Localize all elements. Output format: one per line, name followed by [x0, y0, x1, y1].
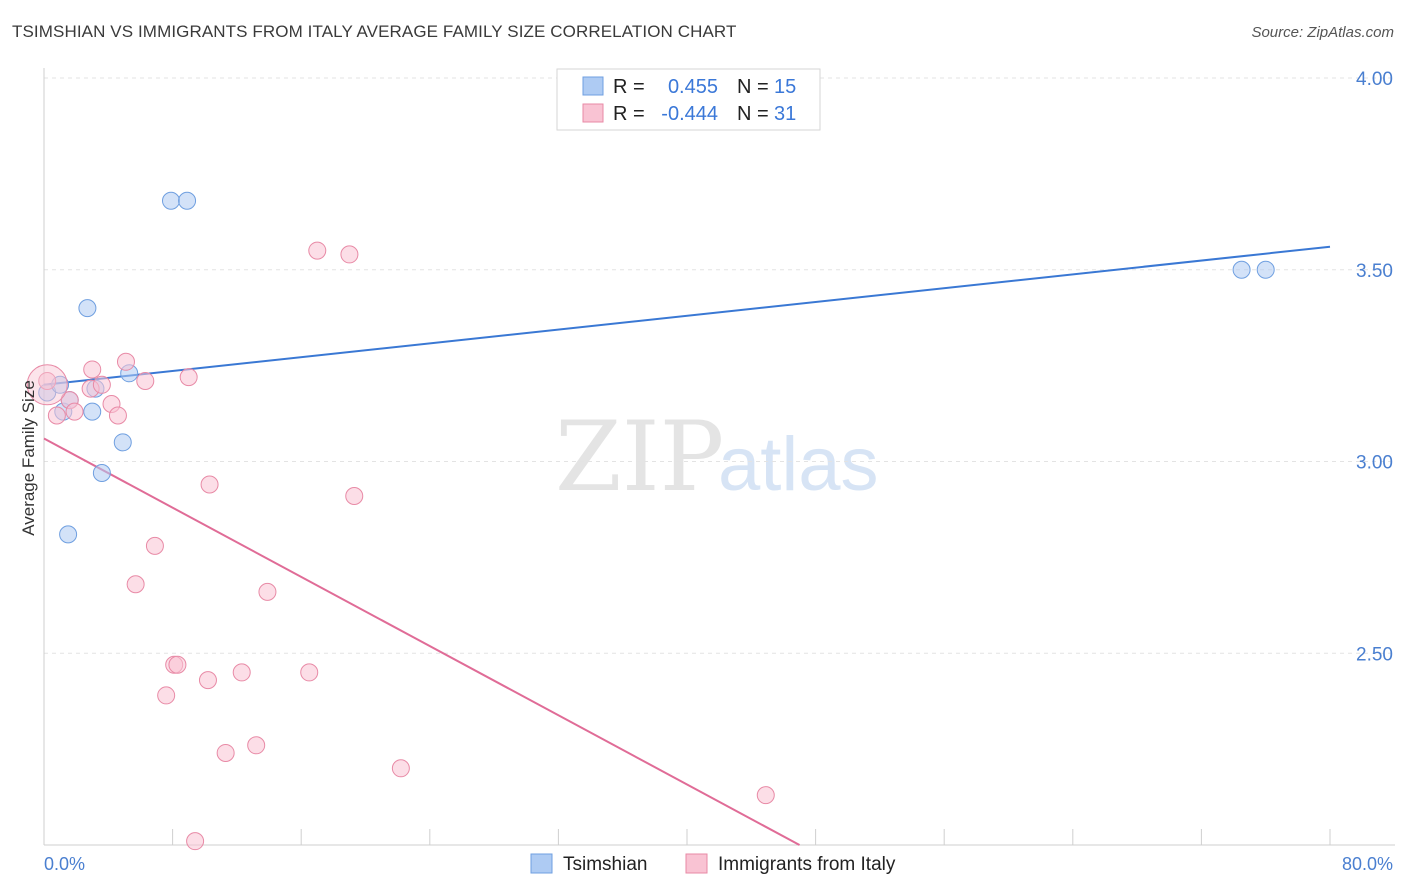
bottom-legend-swatch-italy	[685, 853, 708, 874]
data-points	[26, 191, 1275, 851]
legend-r-value-2: -0.444	[661, 103, 718, 125]
trend-lines	[43, 245, 1331, 846]
watermark-atlas: atlas	[718, 422, 879, 507]
bottom-legend-label-tsimshian: Tsimshian	[563, 854, 647, 875]
data-point	[247, 736, 266, 755]
watermark-zip: ZIP	[555, 401, 724, 513]
data-point	[38, 371, 57, 390]
data-point	[145, 536, 164, 555]
data-point	[59, 525, 78, 544]
data-point	[116, 352, 135, 371]
data-point	[1232, 260, 1251, 279]
y-tick-label-3: 4.00	[1356, 69, 1393, 90]
data-point	[179, 368, 198, 387]
data-point	[157, 686, 176, 705]
data-point	[136, 371, 155, 390]
data-point	[126, 575, 145, 594]
legend-r-label-2: R =	[613, 103, 645, 125]
data-point	[308, 241, 327, 260]
y-tick-label-1: 3.00	[1356, 453, 1393, 474]
data-point	[216, 743, 235, 762]
data-point	[65, 402, 84, 421]
legend-n-value-1: 15	[774, 76, 796, 98]
data-point	[186, 832, 205, 851]
grid-lines	[44, 77, 1395, 654]
legend-r-label-1: R =	[613, 76, 645, 98]
x-tick-label-start: 0.0%	[44, 854, 85, 874]
y-tick-label-0: 2.50	[1356, 644, 1393, 665]
source-label: Source: ZipAtlas.com	[1251, 24, 1394, 41]
data-point	[258, 582, 277, 601]
data-point	[1256, 260, 1275, 279]
data-point	[83, 402, 102, 421]
trend-line-1	[43, 437, 800, 846]
data-point	[83, 360, 102, 379]
legend-n-value-2: 31	[774, 103, 796, 125]
data-point	[161, 191, 180, 210]
axes	[43, 68, 1395, 846]
x-tick-label-end: 80.0%	[1342, 854, 1393, 874]
data-point	[391, 759, 410, 778]
top-legend: R = 0.455 N = 15 R = -0.444 N = 31	[556, 68, 821, 131]
data-point	[108, 406, 127, 425]
data-point	[78, 299, 97, 318]
data-point	[26, 364, 68, 406]
bottom-legend-swatch-tsimshian	[530, 853, 553, 874]
data-point	[345, 487, 364, 506]
legend-swatch-tsimshian	[582, 76, 604, 96]
data-point	[300, 663, 319, 682]
legend-r-value-1: 0.455	[668, 76, 718, 98]
bottom-legend-label-italy: Immigrants from Italy	[718, 854, 896, 875]
data-point	[756, 786, 775, 805]
data-point	[198, 671, 217, 690]
legend-swatch-italy	[582, 103, 604, 123]
legend-n-label-1: N =	[737, 76, 769, 98]
y-tick-labels: 2.50 3.00 3.50 4.00	[1356, 69, 1393, 665]
chart-title: TSIMSHIAN VS IMMIGRANTS FROM ITALY AVERA…	[12, 22, 737, 41]
data-point	[200, 475, 219, 494]
data-point	[340, 245, 359, 264]
trend-line-0	[43, 245, 1331, 386]
data-point	[168, 655, 187, 674]
data-point	[92, 375, 111, 394]
legend-n-label-2: N =	[737, 103, 769, 125]
bottom-legend: Tsimshian Immigrants from Italy	[530, 853, 896, 875]
data-point	[232, 663, 251, 682]
data-point	[113, 433, 132, 452]
y-axis-label: Average Family Size	[19, 380, 38, 536]
data-point	[92, 464, 111, 483]
data-point	[178, 191, 197, 210]
y-tick-label-2: 3.50	[1356, 261, 1393, 282]
data-point	[47, 406, 66, 425]
